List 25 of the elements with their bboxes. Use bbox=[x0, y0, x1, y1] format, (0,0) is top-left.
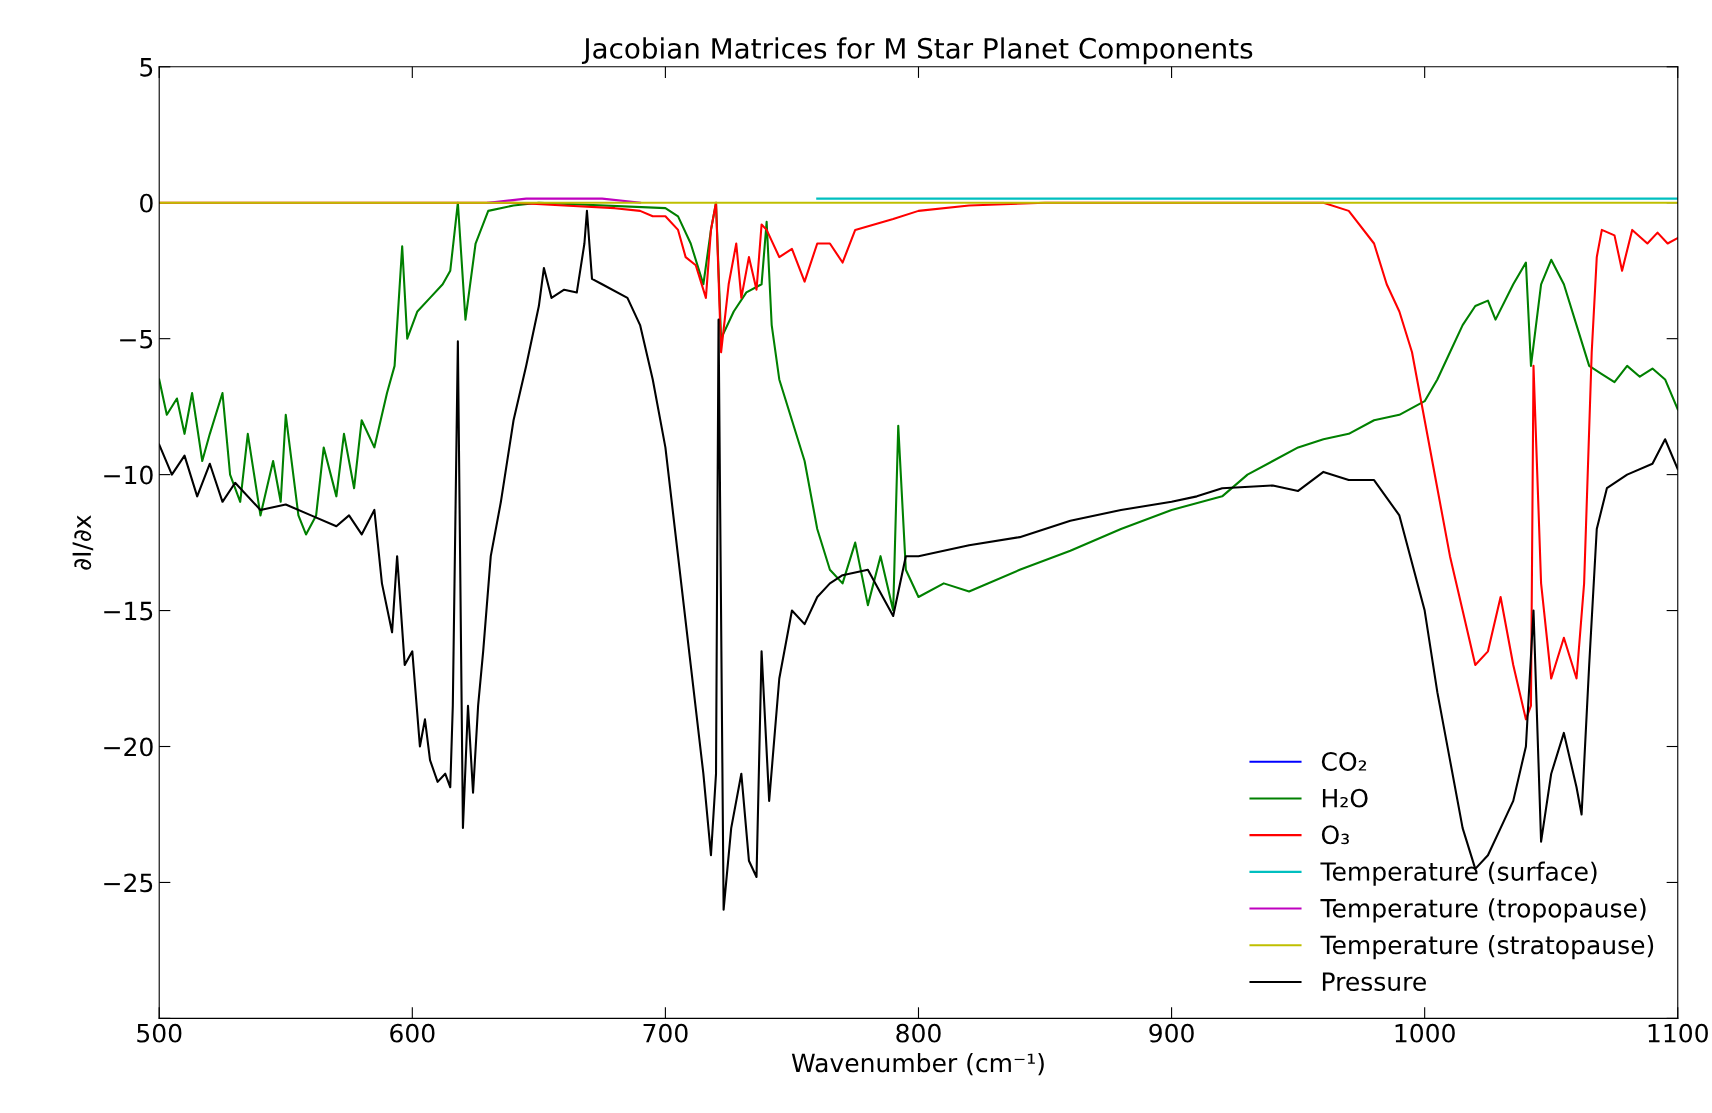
x-tick-label: 500 bbox=[137, 1023, 182, 1043]
x-tick-label: 800 bbox=[896, 1023, 941, 1043]
y-tick-label: −10 bbox=[104, 465, 153, 485]
x-tick-label: 1000 bbox=[1395, 1023, 1455, 1043]
legend-label: Temperature (stratopause) bbox=[1320, 935, 1654, 960]
line-series bbox=[159, 201, 1678, 612]
x-tick-label: 600 bbox=[390, 1023, 435, 1043]
x-tick-label: 900 bbox=[1149, 1023, 1194, 1043]
y-tick-label: −15 bbox=[104, 601, 153, 621]
x-tick-label: 1100 bbox=[1648, 1023, 1708, 1043]
x-axis-title: Wavenumber (cm⁻¹) bbox=[791, 1053, 1044, 1076]
y-axis-title: ∂I/∂x bbox=[72, 515, 94, 570]
chart-title: Jacobian Matrices for M Star Planet Components bbox=[581, 37, 1253, 65]
legend-label: O₃ bbox=[1321, 825, 1349, 845]
legend-label: CO₂ bbox=[1321, 751, 1367, 771]
legend-label: Temperature (tropopause) bbox=[1320, 898, 1646, 923]
legend-label: Pressure bbox=[1322, 972, 1426, 992]
y-tick-label: −20 bbox=[104, 737, 153, 757]
y-tick-label: −5 bbox=[120, 329, 153, 349]
y-tick-label: 5 bbox=[140, 58, 153, 77]
x-tick-label: 700 bbox=[643, 1023, 688, 1043]
legend-label: H₂O bbox=[1322, 788, 1368, 808]
legend-label: Temperature (surface) bbox=[1320, 861, 1597, 886]
y-tick-label: 0 bbox=[140, 193, 153, 213]
y-tick-label: −25 bbox=[104, 873, 153, 893]
